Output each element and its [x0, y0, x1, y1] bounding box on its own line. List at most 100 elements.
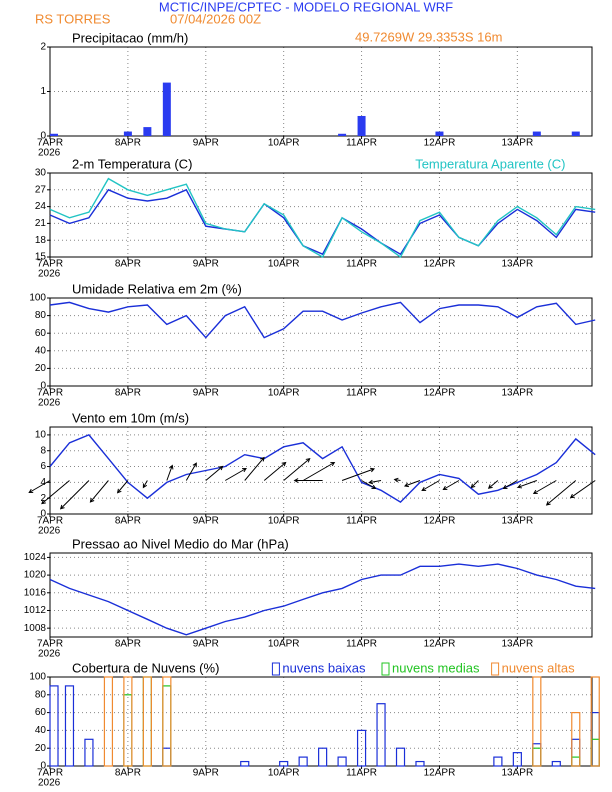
x-tick-label: 12APR — [424, 516, 456, 527]
bar — [162, 82, 171, 136]
x-tick-label: 12APR — [424, 388, 456, 399]
y-tick-label: 1024 — [24, 552, 47, 563]
y-tick-label: 1020 — [24, 570, 47, 581]
bar — [64, 685, 75, 767]
x-year: 2026 — [38, 778, 61, 789]
wind-arrow — [442, 480, 460, 491]
x-tick-label: 13APR — [502, 768, 534, 779]
x-tick-label: 13APR — [502, 259, 534, 270]
series-line — [49, 563, 596, 636]
location: RS TORRES — [35, 11, 111, 26]
x-tick-label: 11APR — [346, 388, 377, 399]
y-tick-label: 1 — [40, 86, 46, 97]
wind-arrow — [403, 480, 421, 488]
bar — [298, 756, 308, 767]
x-tick-label: 8APR — [115, 639, 141, 650]
wind-arrow — [487, 480, 499, 489]
plot-frame — [49, 46, 593, 137]
x-year: 2026 — [38, 649, 61, 660]
bar — [142, 676, 152, 767]
series-line — [49, 434, 596, 503]
panel-title: Precipitacao (mm/h) — [72, 30, 188, 45]
y-tick-label: 20 — [35, 743, 47, 754]
x-tick-label: 9APR — [193, 138, 219, 149]
plot-frame — [49, 297, 593, 387]
wind-arrow — [244, 456, 265, 481]
legend-swatch — [381, 662, 390, 676]
x-year: 2026 — [38, 269, 61, 280]
bar — [143, 127, 152, 136]
wind-arrow — [41, 480, 70, 505]
x-tick-label: 7APR — [37, 516, 63, 527]
bar — [103, 676, 114, 767]
x-tick-label: 9APR — [193, 388, 219, 399]
y-tick-label: 15 — [35, 252, 47, 263]
y-tick-label: 18 — [35, 235, 47, 246]
panel-title: Umidade Relativa em 2m (%) — [72, 281, 242, 296]
plot-frame — [49, 552, 593, 638]
y-tick-label: 40 — [35, 345, 47, 356]
y-tick-label: 30 — [35, 168, 47, 179]
x-tick-label: 11APR — [346, 259, 377, 270]
bar — [162, 685, 172, 767]
bar — [376, 703, 386, 767]
bar — [318, 747, 328, 767]
wind-arrow — [166, 464, 174, 481]
x-tick-label: 13APR — [502, 639, 534, 650]
plot-frame — [49, 426, 593, 515]
bar — [532, 747, 542, 767]
y-tick-label: 4 — [40, 477, 46, 488]
wind-arrow — [470, 480, 479, 489]
wind-arrow — [205, 465, 224, 481]
legend-label: Temperatura Aparente (C) — [415, 156, 565, 171]
wind-arrow — [368, 479, 382, 485]
bar — [512, 752, 522, 767]
bar — [279, 760, 289, 767]
wind-arrow — [545, 480, 577, 506]
wind-arrow — [28, 480, 51, 494]
bar — [532, 743, 542, 767]
bar — [49, 685, 59, 767]
x-tick-label: 7APR — [37, 768, 63, 779]
y-tick-label: 27 — [35, 184, 47, 195]
bar — [571, 756, 581, 767]
bar — [142, 676, 152, 767]
x-tick-label: 10APR — [268, 138, 300, 149]
wind-arrow — [293, 478, 323, 483]
x-tick-label: 7APR — [37, 259, 63, 270]
page-title: MCTIC/INPE/CPTEC - MODELO REGIONAL WRF — [159, 0, 453, 14]
y-tick-label: 1008 — [24, 623, 47, 634]
bar — [162, 747, 172, 767]
y-tick-label: 10 — [35, 430, 47, 441]
x-tick-label: 10APR — [268, 516, 300, 527]
y-tick-label: 0 — [40, 131, 46, 142]
wind-arrow — [393, 477, 401, 483]
bar — [415, 760, 425, 767]
series-line — [49, 188, 596, 256]
x-tick-label: 9APR — [193, 768, 219, 779]
y-tick-label: 21 — [35, 218, 47, 229]
y-tick-label: 80 — [35, 310, 47, 321]
panel-title: 2-m Temperatura (C) — [72, 156, 192, 171]
x-tick-label: 8APR — [115, 516, 141, 527]
x-tick-label: 10APR — [268, 768, 300, 779]
y-tick-label: 0 — [40, 761, 46, 772]
x-tick-label: 13APR — [502, 138, 534, 149]
x-tick-label: 12APR — [424, 768, 456, 779]
wind-arrow — [569, 480, 596, 499]
x-tick-label: 13APR — [502, 388, 534, 399]
y-tick-label: 0 — [40, 381, 46, 392]
bar — [532, 676, 542, 767]
x-tick-label: 9APR — [193, 516, 219, 527]
wind-arrow — [263, 461, 287, 481]
bar — [571, 738, 581, 767]
x-tick-label: 8APR — [115, 768, 141, 779]
wind-arrow — [502, 480, 518, 490]
y-tick-label: 2 — [40, 42, 46, 53]
y-tick-label: 100 — [29, 672, 46, 683]
wind-arrow — [225, 467, 247, 481]
x-tick-label: 11APR — [346, 639, 377, 650]
bar — [123, 676, 133, 767]
panel-title: Cobertura de Nuvens (%) — [72, 660, 219, 675]
bar — [435, 131, 444, 136]
